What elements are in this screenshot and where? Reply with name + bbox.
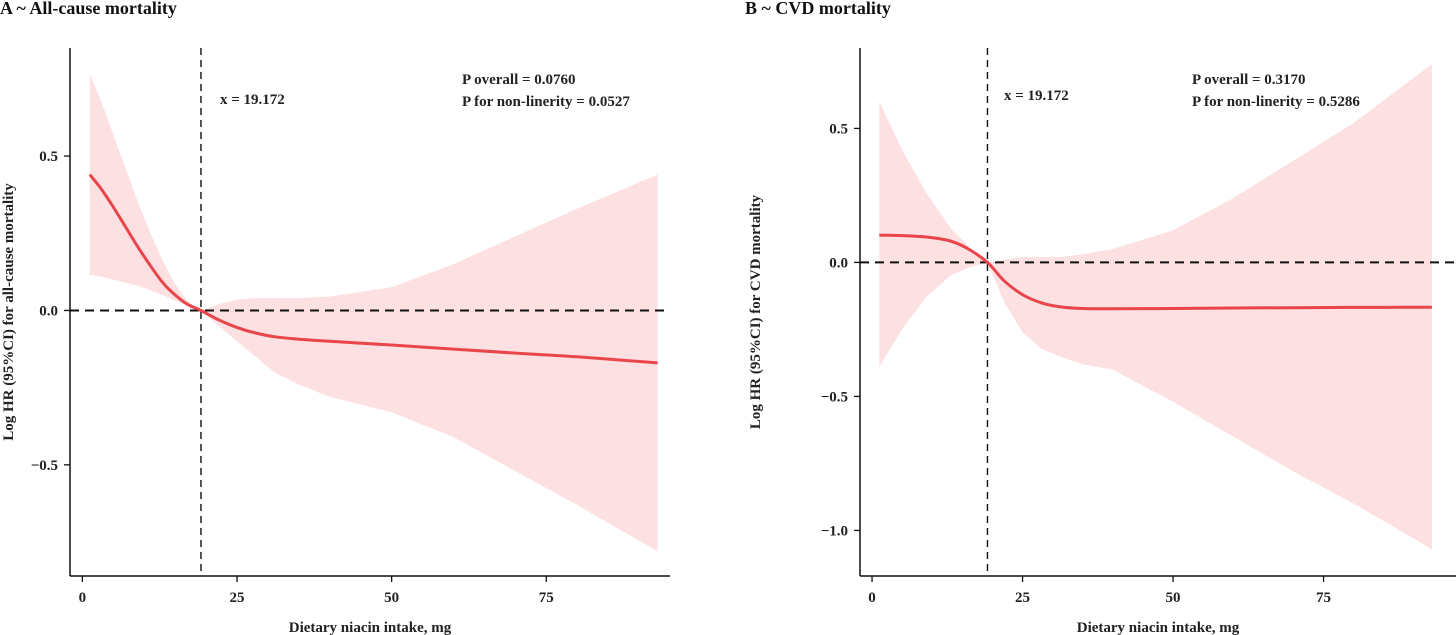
threshold-label: x = 19.172 — [220, 92, 285, 108]
x-tick-label: 50 — [1166, 590, 1181, 606]
hr-curve — [879, 233, 1432, 311]
x-tick-label: 0 — [79, 590, 87, 606]
panel-title: A ~ All-cause mortality — [0, 0, 177, 18]
y-axis-label: Log HR (95%CI) for CVD mortality — [748, 194, 764, 429]
panel-cvd: B ~ CVD mortality 0 25 50 75 0.5 0.0 −0.5 −1.0 D… — [745, 0, 1456, 635]
x-tick-label: 75 — [1316, 590, 1331, 606]
y-tick-label: 0.0 — [39, 303, 58, 319]
p-overall-label: P overall = 0.3170 — [1192, 72, 1306, 88]
p-overall-label: P overall = 0.0760 — [462, 72, 576, 88]
y-tick-label: −0.5 — [821, 389, 848, 405]
y-axis-label: Log HR (95%CI) for all-cause mortality — [1, 183, 17, 441]
panel-title: B ~ CVD mortality — [745, 0, 891, 18]
p-nonlinearity-label: P for non-linerity = 0.5286 — [1192, 94, 1360, 110]
x-axis-label: Dietary niacin intake, mg — [1077, 620, 1240, 635]
x-tick-label: 50 — [384, 590, 399, 606]
confidence-band — [879, 64, 1432, 550]
x-axis-label: Dietary niacin intake, mg — [289, 620, 452, 635]
hr-curve — [88, 173, 658, 365]
y-tick-label: −0.5 — [31, 458, 58, 474]
x-tick-label: 75 — [539, 590, 554, 606]
panel-all-cause: A ~ All-cause mortality 0 25 50 75 0.5 0.0 −0.… — [0, 0, 670, 635]
y-tick-label: 0.0 — [829, 255, 848, 271]
p-nonlinearity-label: P for non-linerity = 0.0527 — [462, 94, 630, 110]
confidence-band — [89, 74, 658, 552]
chart-all-cause: 0 25 50 75 0.5 0.0 −0.5 Dietary niacin intake, … — [1, 48, 670, 635]
chart-cvd: 0 25 50 75 0.5 0.0 −0.5 −1.0 Dietary niacin inta… — [748, 48, 1456, 635]
y-tick-label: −1.0 — [821, 523, 848, 539]
x-tick-label: 0 — [868, 590, 876, 606]
x-tick-label: 25 — [1015, 590, 1030, 606]
x-tick-label: 25 — [230, 590, 245, 606]
y-tick-label: 0.5 — [39, 149, 58, 165]
y-tick-label: 0.5 — [829, 121, 848, 137]
threshold-label: x = 19.172 — [1004, 88, 1069, 104]
